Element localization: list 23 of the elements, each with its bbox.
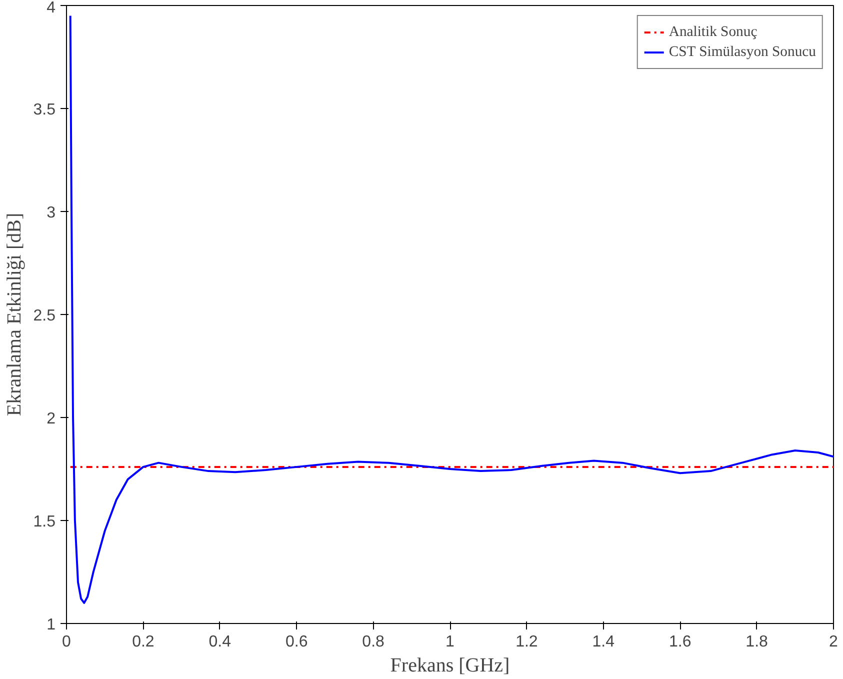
y-axis-title: Ekranlama Etkinliği [dB] xyxy=(3,212,26,416)
y-tick-label: 3 xyxy=(46,204,56,222)
y-tick-label: 4 xyxy=(46,0,56,16)
x-tick-label: 0.6 xyxy=(285,634,308,650)
y-tick-label: 1.5 xyxy=(33,514,56,530)
x-tick-label: 1.8 xyxy=(746,634,768,650)
legend-label: Analitik Sonuç xyxy=(668,24,758,40)
y-tick-label: 3.5 xyxy=(33,102,56,118)
x-tick-label: 0.8 xyxy=(362,634,385,650)
x-tick-label: 0.2 xyxy=(132,634,154,650)
x-tick-label: 0 xyxy=(62,634,72,650)
x-tick-label: 1.2 xyxy=(516,634,538,650)
y-tick-label: 2.5 xyxy=(33,308,56,324)
x-tick-label: 1 xyxy=(446,634,455,650)
x-tick-label: 2 xyxy=(829,634,838,650)
y-tick-label: 1 xyxy=(46,616,56,634)
legend-label: CST Simülasyon Sonucu xyxy=(668,44,816,60)
line-series xyxy=(69,14,834,604)
x-tick-label: 1.6 xyxy=(668,634,692,650)
y-tick-label: 2 xyxy=(46,410,56,428)
x-axis-title: Frekans [GHz] xyxy=(390,654,510,676)
x-tick-label: 0.4 xyxy=(208,634,232,650)
x-tick-label: 1.4 xyxy=(592,634,615,650)
